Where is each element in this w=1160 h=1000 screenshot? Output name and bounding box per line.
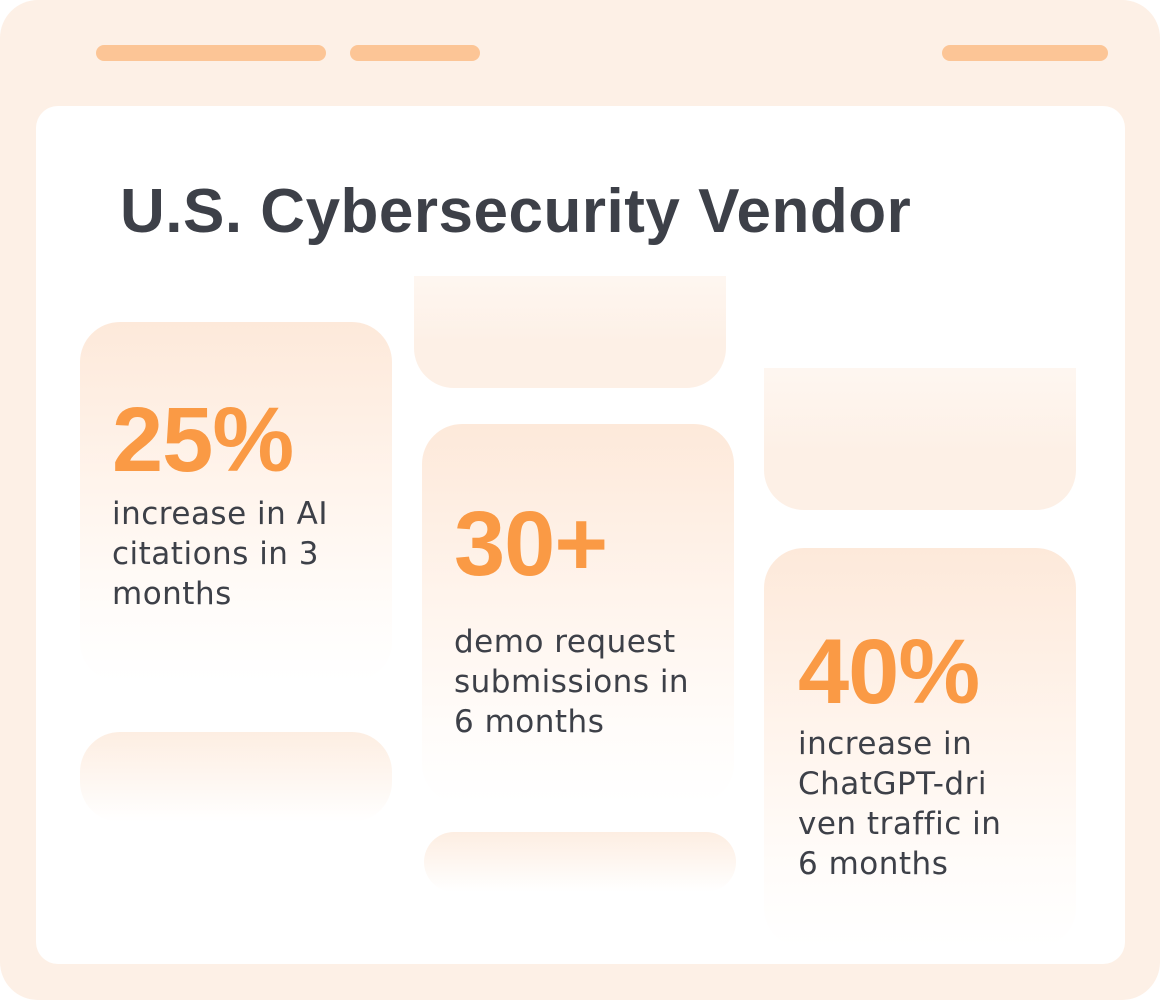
- decorative-card: [424, 832, 736, 892]
- nav-placeholder-bar-3: [942, 45, 1108, 61]
- content-panel: U.S. Cybersecurity Vendor 25% increase i…: [36, 106, 1125, 964]
- stat-description: increase in AI citations in 3 months: [112, 496, 328, 612]
- decorative-card: [764, 368, 1076, 510]
- stat-card-demo-requests: 30+ demo request submissions in 6 months: [422, 424, 734, 804]
- page-title: U.S. Cybersecurity Vendor: [120, 177, 912, 246]
- stat-value: 40%: [798, 621, 980, 723]
- stat-card-chatgpt-traffic: 40% increase in ChatGPT-dri ven traffic …: [764, 548, 1076, 948]
- decorative-card: [80, 732, 392, 822]
- stat-description: increase in ChatGPT-dri ven traffic in 6…: [798, 726, 1002, 882]
- nav-placeholder-bar-2: [350, 45, 480, 61]
- stat-value: 25%: [112, 389, 294, 491]
- stat-description: demo request submissions in 6 months: [454, 624, 690, 740]
- stat-card-ai-citations: 25% increase in AI citations in 3 months: [80, 322, 392, 682]
- decorative-card: [414, 276, 726, 388]
- stat-value: 30+: [454, 493, 608, 595]
- nav-placeholder-bar-1: [96, 45, 326, 61]
